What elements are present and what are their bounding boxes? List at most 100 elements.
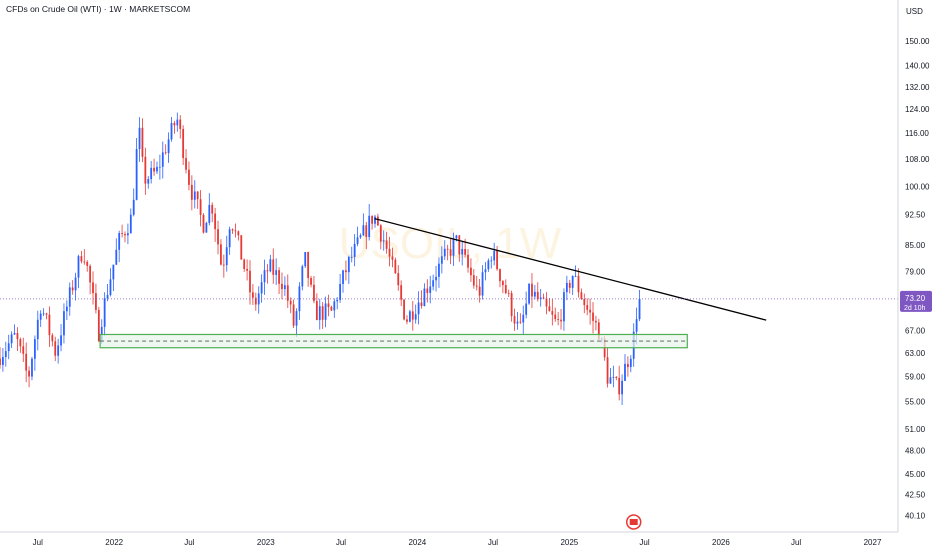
candle-body [42,313,45,315]
x-tick-label: 2023 [257,538,275,547]
bar-countdown: 2d 10h [904,305,926,312]
candle-body [597,322,600,340]
candle-body [615,376,618,378]
candle-body [205,222,208,233]
y-tick-label: 108.00 [905,155,930,164]
candle-body [237,231,240,236]
candle-body [342,270,344,284]
candle-body [371,215,373,224]
candle-body [275,270,278,275]
candle-body [95,293,97,310]
x-tick-label: Jul [791,538,801,547]
candle-body [507,293,510,294]
candle-body [382,240,385,242]
candle-body [557,319,560,320]
candle-body [330,306,333,311]
resistance-trendline[interactable] [374,217,767,321]
candle-body [374,216,376,224]
candle-body [68,287,71,307]
current-price-badge [900,290,932,312]
candle-body [609,377,612,384]
candle-body [403,299,405,320]
candle-body [388,248,391,257]
candle-body [487,260,490,270]
candle-body [629,358,632,368]
candle-body [19,339,22,347]
candle-body [510,293,513,317]
candle-body [173,123,176,126]
candle-body [295,311,298,326]
candle-body [490,260,493,262]
candle-body [504,285,507,294]
candle-body [449,249,452,256]
y-tick-label: 48.00 [905,447,926,456]
x-tick-label: 2025 [560,538,578,547]
candle-body [214,213,217,230]
candle-body [240,235,243,260]
candle-body [132,199,135,215]
candle-body [170,123,173,140]
candle-body [71,287,74,291]
candle-body [167,139,170,154]
candle-body [158,166,161,168]
candle-body [554,314,557,320]
candle-body [612,376,615,378]
candle-body [545,298,548,307]
candle-body [414,314,417,320]
x-tick-label: Jul [184,538,194,547]
price-axis[interactable] [898,0,932,550]
candle-body [220,244,222,265]
candle-body [310,278,312,285]
us-flag-icon-stripes [629,519,638,525]
candle-body [531,283,533,297]
candle-body [144,156,147,184]
candle-body [185,158,187,170]
candle-body [423,288,426,306]
candle-body [106,294,109,299]
candle-body [472,275,475,286]
candle-body [127,233,129,236]
candle-body [324,303,327,320]
candle-body [551,311,554,315]
candle-body [496,250,498,270]
currency-label: USD [906,7,923,16]
candle-body [432,280,435,287]
candle-body [400,285,403,300]
x-tick-label: Jul [639,538,649,547]
y-tick-label: 132.00 [905,83,930,92]
candle-body [263,270,266,283]
x-tick-label: 2026 [712,538,730,547]
candle-body [417,302,420,315]
y-tick-label: 67.00 [905,327,926,336]
candle-body [211,204,214,214]
candle-body [408,311,411,322]
candle-body [327,303,330,307]
candle-body [225,247,228,266]
candle-body [356,237,359,244]
candle-body [298,286,301,312]
candle-body [266,270,269,272]
candle-body [301,266,304,287]
candle-body [438,263,440,277]
candle-body [243,259,246,269]
candle-body [33,339,36,359]
candle-body [533,291,536,297]
candle-body [286,285,289,301]
candle-body [48,314,51,336]
candle-body [379,225,382,242]
candle-body [475,285,478,287]
candle-body [150,167,153,180]
candle-body [222,264,225,266]
candle-body [455,235,458,239]
x-tick-label: Jul [336,538,346,547]
candle-body [580,292,583,299]
candle-body [362,225,365,236]
x-tick-label: 2022 [105,538,123,547]
drawings-layer[interactable] [0,217,898,349]
candle-body [440,256,443,264]
candle-body [394,259,397,274]
candle-body [347,256,350,273]
candle-body [109,279,112,295]
y-tick-label: 59.00 [905,372,926,381]
